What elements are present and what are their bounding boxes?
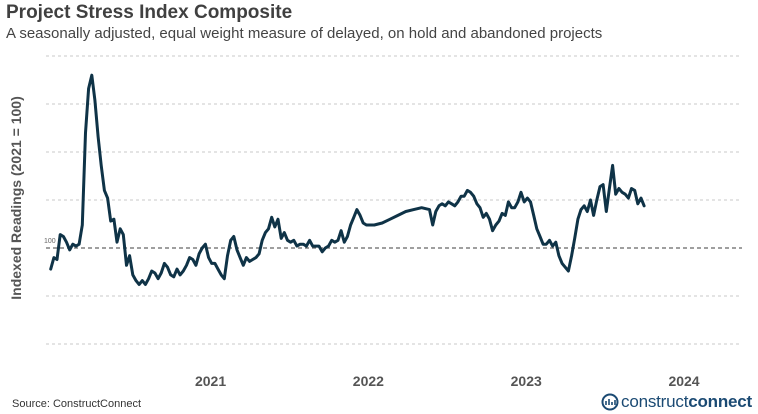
baseline-label: 100 [44, 238, 56, 245]
gridlines [46, 55, 742, 345]
x-tick-label: 2022 [353, 373, 384, 389]
logo-text-bold: connect [688, 392, 752, 411]
x-tick-label: 2024 [668, 373, 699, 389]
logo-mark-icon [601, 393, 619, 411]
x-axis-ticks: 2021 2022 2023 2024 [195, 373, 700, 389]
chart-subtitle: A seasonally adjusted, equal weight meas… [6, 25, 603, 42]
logo-text-regular: construct [621, 392, 689, 411]
chart-title: Project Stress Index Composite [6, 2, 293, 23]
constructconnect-logo: construct connect [601, 392, 752, 412]
series-line [49, 73, 646, 286]
x-tick-label: 2021 [195, 373, 226, 389]
source-note: Source: ConstructConnect [12, 398, 142, 410]
x-tick-label: 2023 [511, 373, 542, 389]
